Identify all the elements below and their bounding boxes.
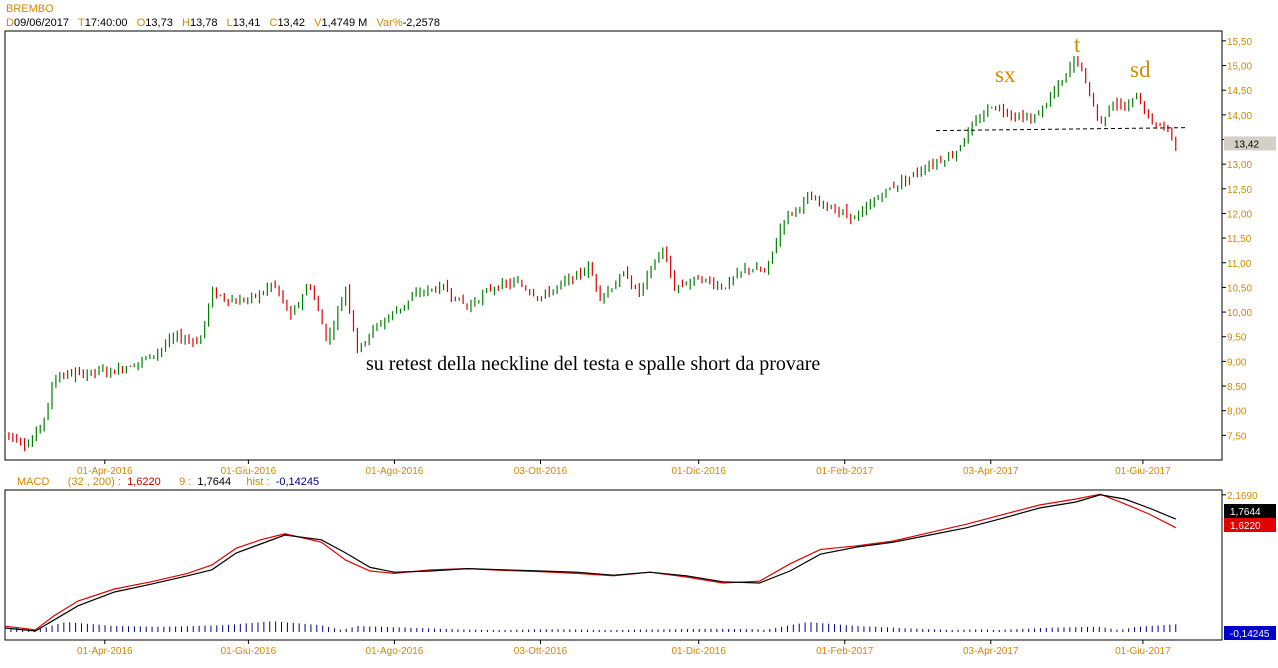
price-y-tick-label: 9,00 xyxy=(1227,357,1247,368)
last-price-tag-bg xyxy=(1224,136,1276,151)
var-value: -2,2578 xyxy=(402,17,440,29)
macd-x-tick-label: 01-Ago-2016 xyxy=(366,646,424,657)
macd-name: MACD xyxy=(17,476,50,488)
signal-value: 1,7644 xyxy=(197,476,232,488)
date-value: 09/06/2017 xyxy=(13,17,70,29)
var-key: Var% xyxy=(376,17,403,29)
price-x-tick-label: 01-Feb-2017 xyxy=(816,466,874,477)
head-label: t xyxy=(1074,32,1081,57)
hist-label: hist : xyxy=(246,476,270,488)
high-value: 13,78 xyxy=(189,17,218,29)
price-y-tick-label: 9,50 xyxy=(1227,333,1247,344)
macd-value: 1,6220 xyxy=(127,476,161,488)
price-y-tick-label: 11,50 xyxy=(1227,234,1252,245)
price-y-tick-label: 14,00 xyxy=(1227,111,1252,122)
hist-value: -0,14245 xyxy=(275,476,320,488)
macd-x-tick-label: 01-Feb-2017 xyxy=(816,646,874,657)
price-y-tick-label: 15,50 xyxy=(1227,37,1252,48)
price-y-tick-label: 10,50 xyxy=(1227,283,1252,294)
price-y-tick-label: 13,00 xyxy=(1227,160,1252,171)
volume-value: 1,4749 M xyxy=(321,17,368,29)
ohlc-header: D09/06/2017 T17:40:00 O13,73 H13,78 L13,… xyxy=(6,17,440,29)
low-key: L xyxy=(226,17,233,29)
price-y-tick-label: 12,50 xyxy=(1227,185,1252,196)
price-y-tick-label: 11,00 xyxy=(1227,259,1252,270)
macd-header: MACD (32 , 200) : 1,6220 9 : 1,7644 hist… xyxy=(17,476,319,488)
signal-line xyxy=(4,493,1177,631)
low-value: 13,41 xyxy=(232,17,261,29)
price-y-tick-label: 8,50 xyxy=(1227,382,1247,393)
price-y-tick-label: 10,00 xyxy=(1227,308,1252,319)
neckline xyxy=(935,127,1186,132)
hist-value-tag-bg xyxy=(1224,626,1276,640)
last-price-tag: 13,42 xyxy=(1234,139,1259,150)
symbol-title: BREMBO xyxy=(6,3,54,15)
high-key: H xyxy=(182,17,190,29)
open-key: O xyxy=(136,17,146,29)
price-x-tick-label: 03-Apr-2017 xyxy=(963,466,1019,477)
price-x-tick-label: 01-Ago-2016 xyxy=(366,466,424,477)
left-shoulder-label: sx xyxy=(995,62,1016,87)
macd-x-tick-label: 01-Apr-2016 xyxy=(77,646,133,657)
macd-value-tag: 1,7644 xyxy=(1230,507,1261,518)
price-x-tick-label: 03-Ott-2016 xyxy=(514,466,568,477)
chart-comment: su retest della neckline del testa e spa… xyxy=(366,353,821,375)
close-value: 13,42 xyxy=(277,17,305,29)
macd-panel-frame xyxy=(4,489,1223,641)
price-x-tick-label: 01-Dic-2016 xyxy=(671,466,726,477)
open-value: 13,73 xyxy=(145,17,173,29)
macd-line xyxy=(4,494,1177,632)
price-y-tick-label: 8,00 xyxy=(1227,407,1247,418)
macd-x-tick-label: 01-Giu-2016 xyxy=(221,646,277,657)
price-y-tick-label: 15,00 xyxy=(1227,62,1252,73)
signal-param: 9 : xyxy=(179,476,192,488)
symbol-name: BREMBO xyxy=(6,3,54,15)
macd-value-tag-bg xyxy=(1224,504,1276,518)
macd-x-tick-label: 03-Apr-2017 xyxy=(963,646,1019,657)
price-panel-frame xyxy=(4,30,1223,461)
date-key: D xyxy=(6,17,14,29)
macd-y-tick-label: 2,1690 xyxy=(1227,491,1258,502)
price-y-tick-label: 12,00 xyxy=(1227,209,1252,220)
right-shoulder-label: sd xyxy=(1130,57,1151,82)
macd-x-tick-label: 01-Dic-2016 xyxy=(671,646,726,657)
price-y-tick-label: 7,50 xyxy=(1227,431,1247,442)
signal-value-tag-bg xyxy=(1224,518,1276,532)
price-y-tick-label: 14,50 xyxy=(1227,86,1252,97)
hist-value-tag: -0,14245 xyxy=(1230,629,1270,640)
price-x-tick-label: 01-Apr-2016 xyxy=(77,466,133,477)
time-value: 17:40:00 xyxy=(84,17,128,29)
volume-key: V xyxy=(314,17,322,29)
macd-x-tick-label: 03-Ott-2016 xyxy=(514,646,568,657)
price-x-tick-label: 01-Giu-2017 xyxy=(1115,466,1171,477)
macd-x-tick-label: 01-Giu-2017 xyxy=(1115,646,1171,657)
signal-value-tag: 1,6220 xyxy=(1230,521,1261,532)
time-key: T xyxy=(78,17,85,29)
price-x-tick-label: 01-Giu-2016 xyxy=(221,466,277,477)
close-key: C xyxy=(269,17,278,29)
macd-params: (32 , 200) : xyxy=(67,476,121,488)
